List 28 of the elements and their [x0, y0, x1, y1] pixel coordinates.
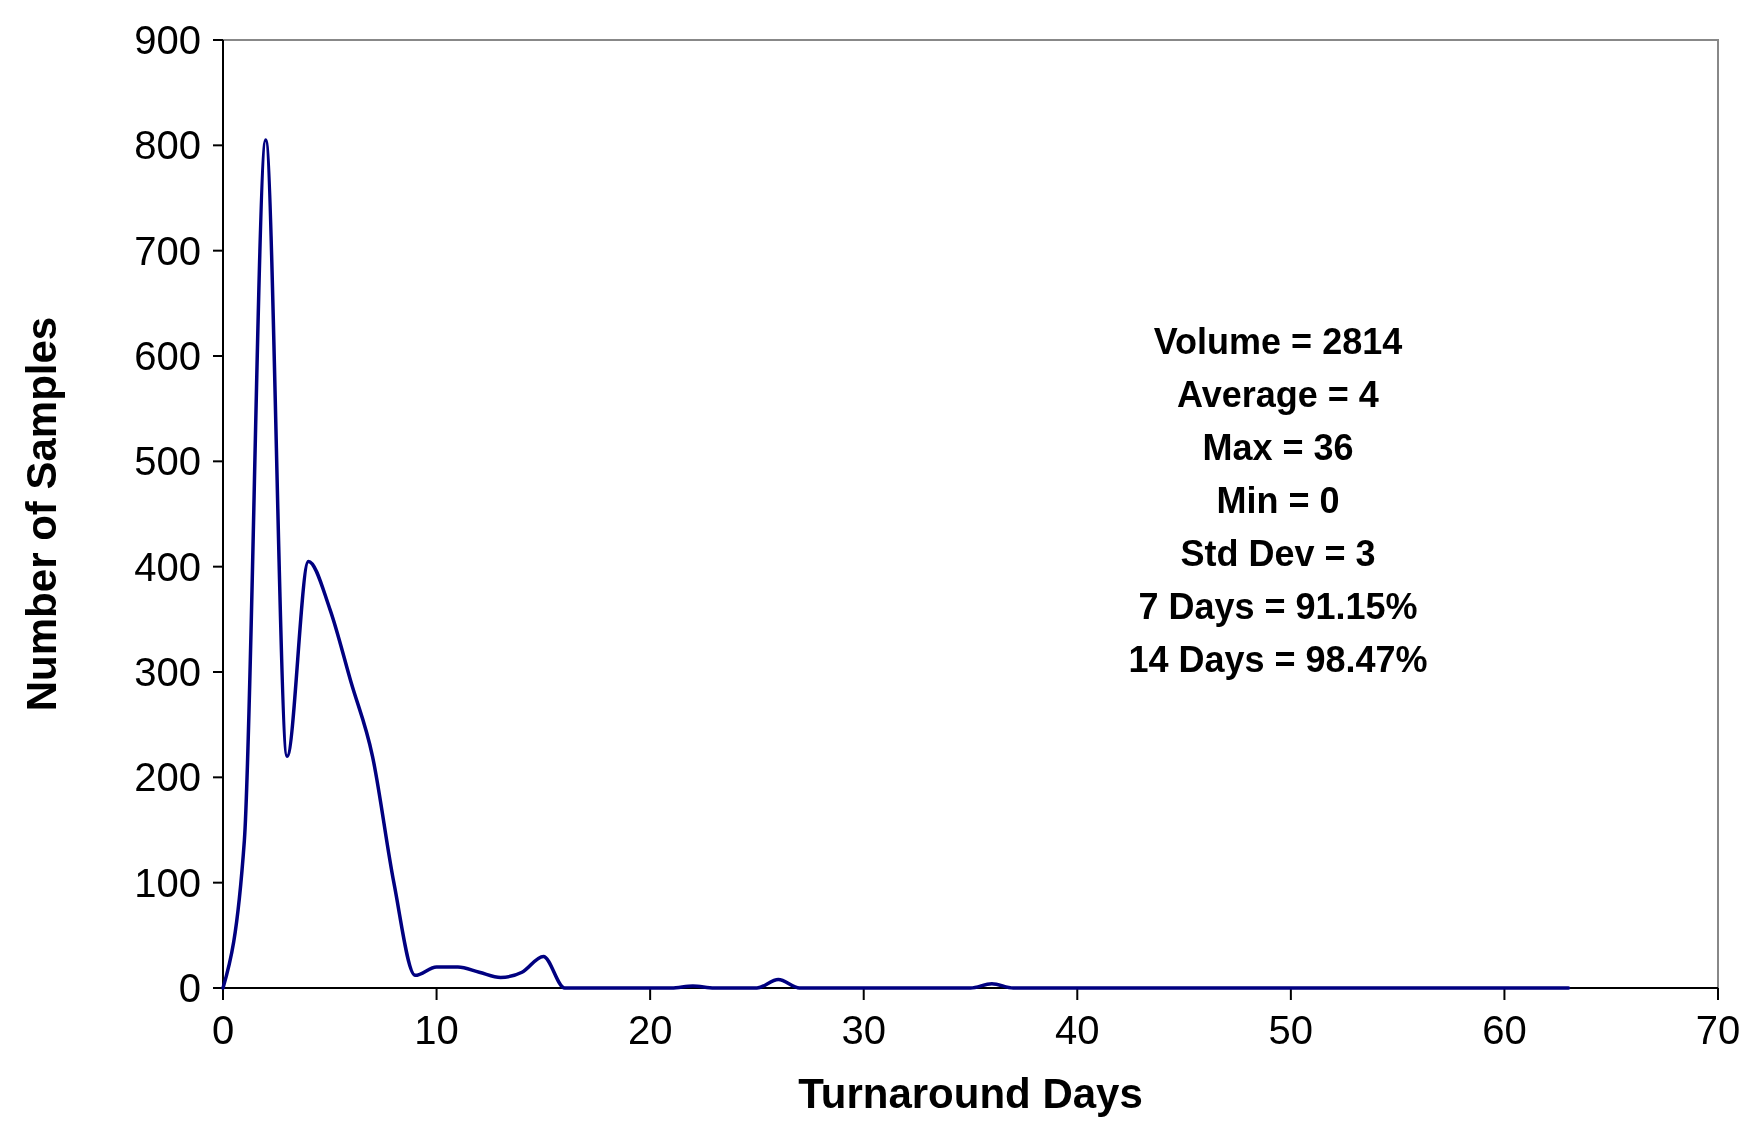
y-tick-label: 900 [134, 18, 201, 62]
annotation: Std Dev = 3 [1180, 533, 1376, 574]
x-tick-label: 30 [841, 1008, 886, 1052]
y-tick-label: 700 [134, 228, 201, 273]
line-series [221, 138, 1571, 990]
y-tick-label: 500 [134, 439, 201, 484]
x-tick-label: 70 [1695, 1008, 1741, 1052]
y-tick-label: 100 [134, 860, 201, 905]
annotation: Min = 0 [1216, 480, 1340, 521]
y-tick-label: 200 [134, 755, 201, 800]
x-tick-label: 50 [1268, 1008, 1314, 1052]
x-tick-label: 10 [414, 1008, 459, 1052]
x-tick-label: 0 [211, 1008, 235, 1052]
annotation: Average = 4 [1177, 374, 1379, 415]
x-axis-title: Turnaround Days [798, 1070, 1143, 1117]
x-tick-label: 20 [627, 1008, 673, 1052]
annotation: 14 Days = 98.47% [1128, 639, 1428, 680]
y-tick-label: 400 [134, 544, 201, 589]
annotation: Volume = 2814 [1153, 321, 1403, 362]
x-tick-label: 40 [1055, 1008, 1100, 1052]
annotation: Max = 36 [1202, 427, 1354, 468]
y-tick-label: 600 [134, 334, 201, 378]
y-tick-label: 0 [178, 966, 201, 1010]
y-tick-label: 300 [134, 650, 201, 694]
x-tick-label: 60 [1482, 1008, 1527, 1052]
y-axis-title: Number of Samples [18, 316, 65, 712]
y-tick-label: 800 [134, 123, 201, 168]
annotation: 7 Days = 91.15% [1138, 586, 1418, 627]
